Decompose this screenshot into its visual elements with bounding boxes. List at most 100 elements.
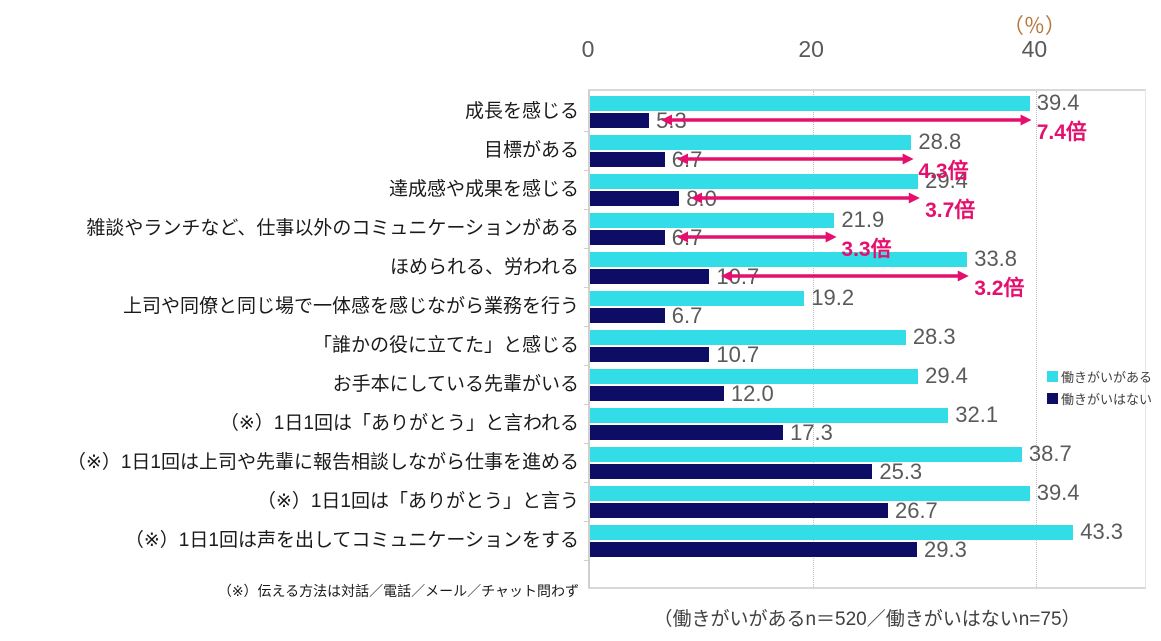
category-label: （※）1日1回は声を出してコミュニケーションをする (124, 530, 579, 551)
y-axis-tickmark (584, 170, 590, 171)
bar-hatarakigai-nai (590, 308, 665, 323)
y-axis-tickmark (584, 131, 590, 132)
x-axis-tick-40: 40 (1021, 36, 1048, 62)
bar-value-label: 28.3 (912, 324, 956, 349)
ratio-arrow-icon (691, 190, 921, 210)
legend: 働きがいがある 働きがいはない (1047, 366, 1159, 410)
bar-value-label: 32.1 (955, 402, 999, 427)
category-label: 達成感や成果を感じる (388, 179, 579, 200)
ratio-arrow-icon (676, 229, 837, 249)
ratio-arrow-icon (676, 151, 914, 171)
ratio-multiplier-label: 3.2倍 (974, 277, 1025, 300)
y-axis-tickmark (584, 482, 590, 483)
bar-hatarakigai-nai (590, 386, 724, 401)
bar-hatarakigai-aru (590, 291, 805, 306)
bar-hatarakigai-aru (590, 447, 1022, 462)
legend-item-series2: 働きがいはない (1047, 388, 1159, 408)
bar-value-label: 17.3 (790, 420, 833, 445)
bar-value-label: 6.7 (671, 303, 703, 328)
category-label: （※）1日1回は「ありがとう」と言われる (219, 413, 579, 434)
bar-value-label: 29.4 (925, 363, 968, 388)
bar-row: 28.86.7 (584, 129, 1145, 171)
bar-hatarakigai-nai (590, 542, 917, 557)
bar-value-label: 43.3 (1080, 519, 1124, 544)
bar-value-label: 38.7 (1028, 441, 1072, 466)
legend-label-series1: 働きがいがある (1061, 369, 1153, 385)
bar-hatarakigai-nai (590, 191, 680, 206)
ratio-multiplier-label: 3.7倍 (925, 199, 976, 222)
bar-hatarakigai-nai (590, 152, 665, 167)
category-label: 目標がある (483, 140, 579, 161)
bar-hatarakigai-nai (590, 503, 888, 518)
bar-hatarakigai-aru (590, 486, 1030, 501)
bar-row: 29.4 12.0 (584, 363, 1145, 406)
bar-hatarakigai-aru (590, 252, 968, 267)
bar-value-label: 39.4 (1036, 90, 1080, 115)
legend-label-series2: 働きがいはない (1061, 391, 1153, 407)
footnote-left: （※）伝える方法は対話／電話／メール／チャット問わず (217, 583, 579, 599)
bar-row: 43.3 29.3 (584, 519, 1145, 562)
bar-row: 33.8 10.7 (584, 248, 1145, 288)
bar-value-label: 19.2 (811, 285, 855, 310)
bar-value-label: 12.0 (730, 381, 774, 406)
bar-value-label: 25.3 (879, 459, 923, 484)
category-label: ほめられる、労われる (389, 257, 579, 278)
y-axis-tickmark (584, 248, 590, 249)
category-label: お手本にしている先輩がいる (332, 374, 579, 395)
y-axis-tickmark (584, 404, 590, 405)
bar-hatarakigai-nai (590, 269, 710, 284)
legend-swatch-series1 (1047, 370, 1058, 382)
bar-hatarakigai-aru (590, 135, 912, 150)
category-label: 「誰かの役に立てた」と感じる (312, 335, 579, 356)
bar-value-label: 10.7 (716, 342, 760, 367)
bar-value-label: 29.3 (923, 537, 967, 562)
bar-row: 28.3 10.7 (584, 324, 1145, 367)
bar-value-label: 28.8 (918, 129, 962, 154)
legend-swatch-series2 (1047, 392, 1058, 404)
bar-row: 38.7 25.3 (584, 441, 1145, 484)
bar-value-label: 26.7 (894, 498, 938, 523)
category-label: 成長を感じる (464, 101, 579, 122)
category-label: 上司や同僚と同じ場で一体感を感じながら業務を行う (122, 296, 579, 317)
bar-hatarakigai-aru (590, 213, 835, 228)
bar-row: 21.96.7 (584, 207, 1145, 249)
bar-hatarakigai-nai (590, 230, 665, 245)
plot-area: 39.45.328.86.729.48.021.96.733.810.719.2… (584, 89, 1146, 589)
y-axis-tickmark (584, 209, 590, 210)
y-axis-tickmark (584, 560, 590, 561)
ratio-arrow-icon (661, 112, 1032, 132)
bar-hatarakigai-nai (590, 464, 873, 479)
category-label: 雑談やランチなど、仕事以外のコミュニケーションがある (86, 218, 579, 239)
ratio-multiplier-label: 7.4倍 (1036, 121, 1087, 144)
footnote-sample-size: （働きがいがあるn＝520／働きがいはないn=75） (653, 609, 1081, 630)
bar-hatarakigai-nai (590, 113, 650, 128)
x-axis-tick-20: 20 (798, 36, 824, 62)
ratio-multiplier-label: 4.3倍 (918, 160, 969, 183)
y-axis-tickmark (584, 326, 590, 327)
bar-hatarakigai-nai (590, 425, 784, 440)
ratio-multiplier-label: 3.3倍 (841, 238, 892, 261)
bar-value-label: 29.4 (925, 168, 968, 193)
bar-hatarakigai-aru (590, 369, 919, 384)
category-label: （※）1日1回は「ありがとう」と言う (256, 491, 579, 512)
legend-item-series1: 働きがいがある (1047, 366, 1159, 386)
category-label: （※）1日1回は上司や先輩に報告相談しながら仕事を進める (66, 452, 579, 473)
bar-row: 39.45.3 (584, 90, 1145, 132)
bar-row: 32.1 17.3 (584, 402, 1145, 445)
bar-hatarakigai-aru (590, 408, 949, 423)
y-axis-tickmark (584, 443, 590, 444)
y-axis-tickmark (584, 365, 590, 366)
bar-hatarakigai-aru (590, 96, 1030, 111)
bar-row: 39.4 26.7 (584, 482, 1145, 523)
x-axis-tick-0: 0 (581, 36, 595, 62)
x-axis-header: （％） 0 20 40 (0, 0, 1161, 88)
bar-row: 19.2 6.7 (584, 285, 1145, 328)
bar-hatarakigai-aru (590, 525, 1074, 540)
bar-value-label: 21.9 (841, 207, 885, 232)
bar-hatarakigai-aru (590, 330, 906, 345)
gridline-40 (1036, 91, 1038, 587)
ratio-arrow-icon (721, 268, 970, 288)
y-axis-tickmark (584, 287, 590, 288)
y-axis-tickmark (584, 521, 590, 522)
